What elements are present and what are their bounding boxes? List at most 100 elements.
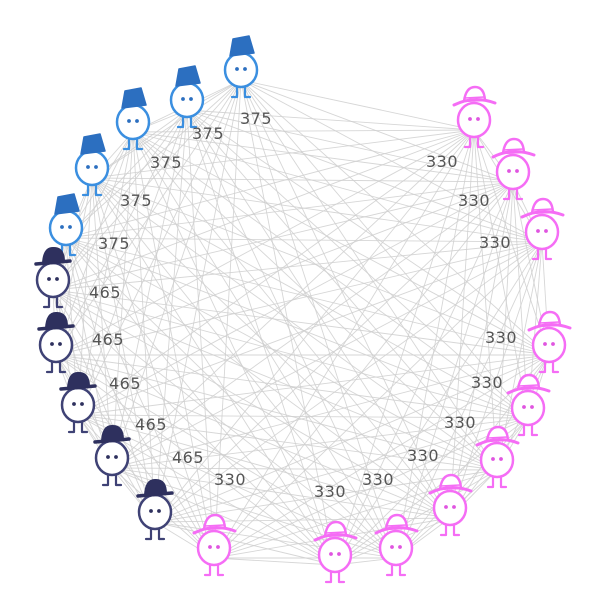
edge-line (77, 354, 550, 416)
character-head (317, 536, 353, 574)
eye-icon (499, 457, 503, 461)
eye-icon (243, 67, 247, 71)
edge-line (473, 129, 550, 356)
eye-icon (491, 457, 495, 461)
eye-icon (507, 169, 511, 173)
edge-line (52, 129, 475, 291)
eye-icon (543, 342, 547, 346)
character-head (378, 529, 414, 567)
node-value-label: 330 (479, 233, 511, 252)
edge-line (186, 109, 543, 243)
sun-hat-icon (491, 137, 536, 159)
character-head (38, 326, 74, 364)
character-head (74, 149, 110, 187)
edge-line (77, 109, 188, 416)
eye-icon (149, 509, 153, 513)
node-value-label: 465 (135, 415, 167, 434)
character-head (432, 489, 468, 527)
edge-line (65, 237, 156, 523)
node-value-label: 375 (150, 153, 182, 172)
character-head (169, 81, 205, 119)
edge-line (111, 241, 543, 469)
character-node (192, 513, 237, 577)
fez-hat-icon (54, 193, 80, 215)
character-head (137, 493, 173, 531)
edge-line (186, 109, 529, 419)
eye-icon (216, 545, 220, 549)
edge-line (186, 109, 475, 131)
character-head (196, 529, 232, 567)
eye-icon (157, 509, 161, 513)
node-value-label: 330 (458, 191, 490, 210)
character-node (74, 133, 110, 197)
edge-line (52, 289, 498, 471)
edge-line (240, 79, 550, 356)
character-node (452, 85, 497, 149)
edge-line (240, 79, 451, 519)
character-node (506, 373, 551, 437)
character-head (495, 153, 531, 191)
eye-icon (94, 165, 98, 169)
character-node (37, 311, 75, 374)
character-node (223, 35, 259, 99)
character-head (510, 389, 546, 427)
edge-line (240, 79, 475, 131)
edge-line (334, 469, 498, 566)
character-node (136, 478, 174, 541)
edge-line (77, 414, 451, 519)
node-value-label: 330 (407, 446, 439, 465)
edge-line (77, 181, 514, 416)
character-node (520, 197, 565, 261)
eye-icon (135, 119, 139, 123)
edge-line (52, 289, 336, 566)
edge-line (213, 181, 514, 559)
character-head (531, 326, 567, 364)
eye-icon (551, 342, 555, 346)
edge-line (395, 181, 514, 559)
edge-line (132, 131, 451, 519)
eye-icon (68, 225, 72, 229)
eye-icon (181, 97, 185, 101)
edge-line (65, 79, 242, 239)
eye-icon (47, 277, 51, 281)
edge-line (91, 129, 475, 179)
node-value-label: 465 (172, 448, 204, 467)
eye-icon (398, 545, 402, 549)
edge-line (132, 131, 550, 356)
bowler-hat-icon (136, 478, 174, 498)
fez-hat-icon (121, 87, 147, 109)
edge-line (52, 289, 529, 419)
eye-icon (72, 402, 76, 406)
eye-icon (86, 165, 90, 169)
character-head (60, 386, 96, 424)
edge-line (449, 181, 514, 519)
edge-line (65, 181, 514, 239)
edge-line (213, 557, 336, 566)
edge-line (52, 289, 550, 356)
character-head (479, 441, 515, 479)
eye-icon (50, 342, 54, 346)
edge-line (52, 241, 543, 291)
edge-line (240, 79, 498, 471)
edge-line (154, 521, 397, 559)
edge-line (111, 417, 529, 469)
eye-icon (544, 229, 548, 233)
edge-line (395, 129, 475, 559)
eye-icon (208, 545, 212, 549)
node-value-label: 330 (362, 470, 394, 489)
edge-line (213, 129, 475, 559)
edge-line (65, 129, 475, 239)
bowler-hat-icon (37, 311, 75, 331)
edge-line (334, 129, 475, 566)
character-node (115, 87, 151, 151)
edge-line (77, 414, 498, 471)
edge-line (334, 181, 514, 566)
edge-line (77, 129, 475, 416)
edge-line (111, 131, 134, 469)
edge-line (55, 354, 498, 471)
edge-line (132, 131, 336, 566)
sun-hat-icon (374, 513, 419, 535)
edge-line (91, 177, 113, 469)
edge-line (132, 131, 543, 243)
eye-icon (515, 169, 519, 173)
